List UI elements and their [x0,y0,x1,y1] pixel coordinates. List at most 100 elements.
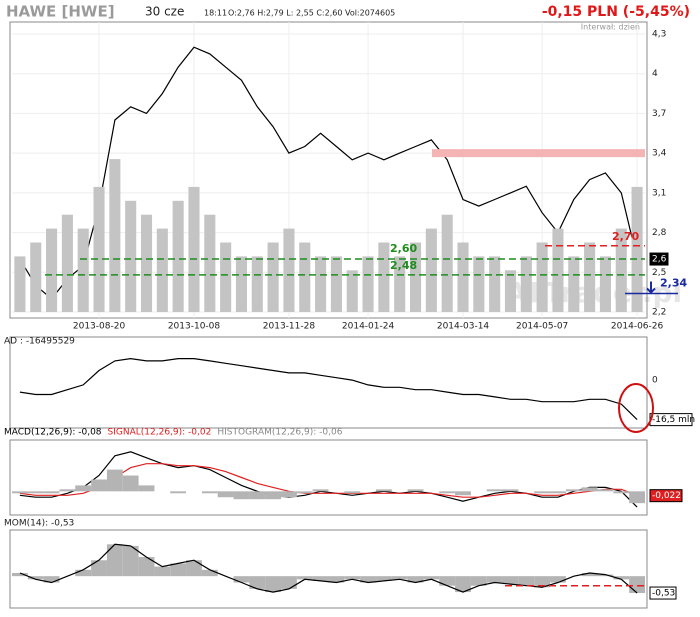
histogram-bar [581,487,598,492]
area-bar [375,576,392,581]
area-bar [597,574,614,577]
volume-bar [441,214,453,312]
ticker: HAWE [HWE] [6,3,115,21]
histogram-bar [43,491,60,494]
area-bar [91,560,107,577]
y-tick-label: 3,1 [652,188,666,198]
level-label: 2,48 [390,259,417,272]
panel-frame [9,21,648,319]
volume-bar [61,214,73,312]
volume-bar [584,242,596,312]
histogram-bar [407,489,424,492]
area-bar [154,566,171,577]
volume-bar [520,256,532,312]
area-bar [550,576,566,583]
last-value-label: -0,53 [652,589,675,599]
area-bar [233,576,250,583]
y-tick-label: 3,7 [652,109,666,119]
area-bar [391,576,408,580]
volume-bar [140,214,153,312]
volume-bar [14,256,26,312]
volume-bar [188,186,200,312]
histogram-bar [217,491,234,498]
area-bar [486,576,503,583]
histogram-bar [122,475,139,492]
x-tick-label: 2014-03-14 [437,322,490,332]
histogram-bar [265,491,282,500]
y-tick-label: 2,2 [652,308,666,318]
panel-frame [9,529,648,609]
panel-title: AD : -16495529 [4,337,75,347]
area-bar [328,576,345,583]
area-bar [265,576,282,593]
volume-bar [125,200,137,312]
volume-bar [346,270,358,312]
volume-bar [299,242,311,312]
volume-bar [473,256,485,312]
histogram-bar [75,485,92,492]
y-tick-label: 2,8 [652,228,667,238]
area-bar [629,576,645,594]
area-bar [455,576,471,593]
panel-title: MOM(14): -0,53 [4,519,74,529]
histogram-bar [613,491,630,494]
volume-bar [220,242,232,312]
volume-bar [615,228,627,312]
x-tick-label: 2014-01-24 [342,322,395,332]
volume-bar [77,228,89,312]
level-label: 2,70 [612,230,639,243]
histogram-bar [375,489,392,492]
histogram-bar [296,491,313,494]
area-bar [106,544,123,577]
area-bar [613,576,630,580]
area-bar [249,576,266,589]
histogram-bar [91,479,107,492]
x-tick-label: 2013-08-20 [73,322,126,332]
area-bar [75,569,92,577]
series-line [19,451,638,508]
series-line [19,543,638,594]
histogram-bar [439,491,456,494]
x-tick-label: 2013-10-08 [168,322,221,332]
volume-bar [93,186,105,312]
interval: Interwał: dzień [581,23,640,32]
volume-bar [489,256,501,312]
volume-bar [283,228,295,312]
panel-frame [9,439,648,516]
area-bar [170,563,187,577]
volume-bar [267,242,279,312]
histogram-bar [629,491,645,504]
legend-label: MACD(12,26,9): -0,08 [4,428,102,438]
area-bar [43,576,60,583]
last-value-box [649,489,683,503]
area-bar [439,576,456,586]
volume-bar [251,256,263,312]
last-value-box [649,586,677,600]
legend-label: SIGNAL(12,26,9): -0,02 [108,428,212,438]
histogram-bar [455,491,471,496]
volume-bar [362,256,374,312]
volume-bar [330,256,342,312]
histogram-bar [249,491,266,500]
histogram-bar [27,491,44,494]
volume-bar [504,270,517,312]
series-line [19,357,638,421]
histogram-bar [486,489,503,492]
x-tick-label: 2014-05-07 [516,322,568,332]
histogram-bar [534,491,551,494]
level-label: 2,60 [390,242,417,255]
ohlc: O:2,76 H:2,79 L: 2,55 C:2,60 Vol:2074605 [228,9,395,18]
level-label: 2,34 [660,276,687,289]
area-bar [534,576,551,588]
volume-bar [30,242,42,312]
y-tick-label: 3,4 [652,149,667,159]
volume-bar [425,228,437,312]
volume-bar [378,242,390,312]
series-line [19,463,638,498]
histogram-bar [59,489,76,492]
volume-bar [536,242,548,312]
highlight-circle [618,383,654,433]
volume-bar [156,228,168,312]
area-bar [344,576,361,580]
